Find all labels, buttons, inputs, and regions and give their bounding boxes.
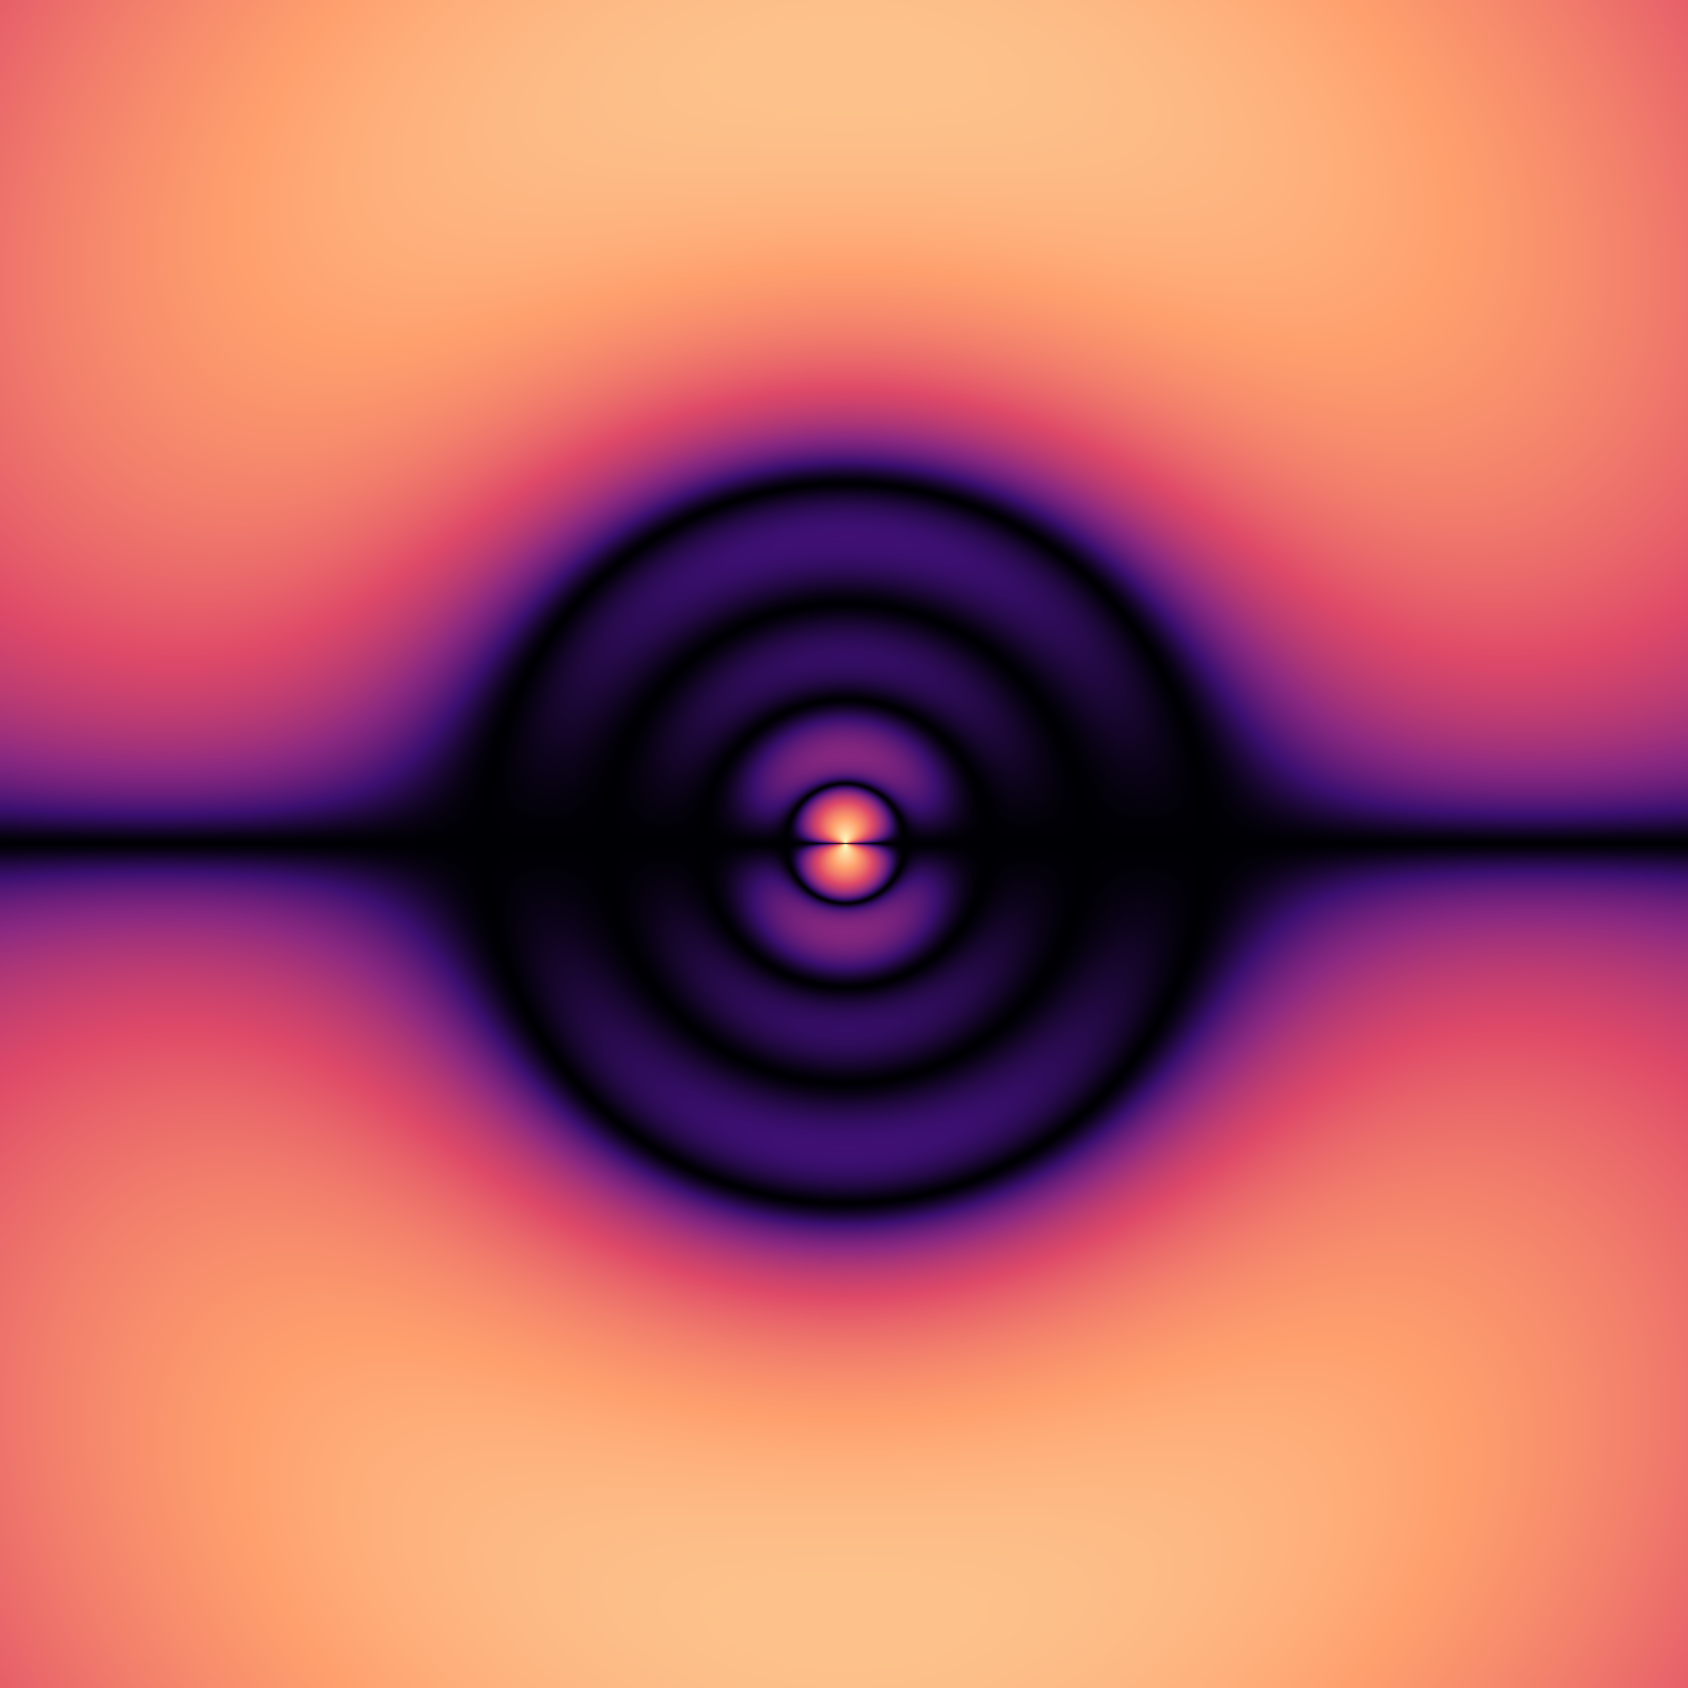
- orbital-image: [0, 0, 1688, 1688]
- orbital-density-render: [0, 0, 1688, 1688]
